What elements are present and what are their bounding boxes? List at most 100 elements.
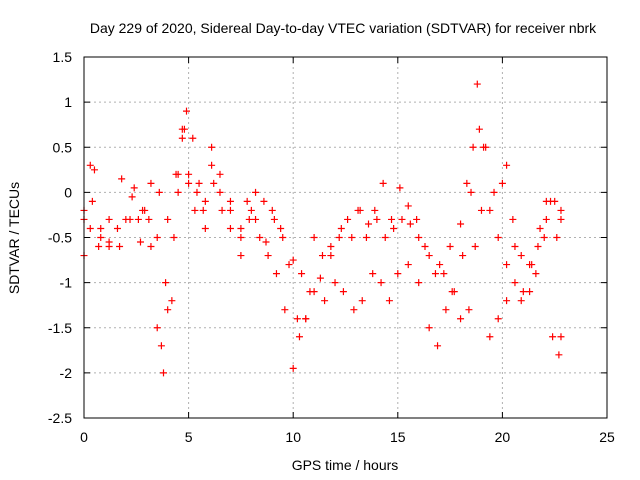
data-point-track-b-32: [350, 306, 358, 314]
data-point-track-b-17: [216, 170, 224, 178]
data-point-track-c-21: [252, 215, 260, 223]
data-point-track-a-29: [281, 306, 289, 314]
data-point-track-c-23: [270, 215, 278, 223]
x-axis-label: GPS time / hours: [292, 457, 399, 473]
data-point-track-a-17: [183, 107, 191, 115]
data-point-track-b-35: [377, 279, 385, 287]
data-point-track-b-6: [136, 238, 144, 246]
data-point-track-a-5: [116, 243, 124, 251]
data-point-track-a-19: [195, 179, 203, 187]
chart-title: Day 229 of 2020, Sidereal Day-to-day VTE…: [90, 20, 597, 36]
data-point-track-c-47: [477, 206, 485, 214]
data-point-track-c-28: [316, 274, 324, 282]
data-point-track-a-20: [201, 197, 209, 205]
data-point-track-c-42: [440, 270, 448, 278]
x-tick-label: 25: [599, 429, 615, 445]
data-point-track-a-48: [446, 243, 454, 251]
data-point-track-c-44: [457, 315, 465, 323]
data-point-track-c-17: [216, 188, 224, 196]
data-point-track-b-41: [434, 342, 442, 350]
axis-ticks: 0 5 10 15 20 25 -2.5 -2 -1.5 -1 -0.5 0 0.5 1 1.5: [48, 49, 615, 445]
data-point-track-a-28: [272, 270, 280, 278]
x-tick-label: 0: [80, 429, 88, 445]
data-point-track-a-41: [381, 234, 389, 241]
data-point-track-a-54: [486, 206, 494, 214]
data-point-track-c-35: [379, 179, 387, 187]
data-point-track-b-55: [542, 215, 550, 223]
data-point-track-a-44: [406, 220, 414, 228]
data-point-track-a-58: [519, 288, 527, 296]
y-tick-label: -0.5: [48, 230, 72, 246]
data-point-track-b-53: [526, 288, 534, 296]
x-tick-label: 15: [390, 429, 406, 445]
data-point-track-c-9: [155, 188, 163, 196]
data-point-track-c-48: [486, 333, 494, 341]
y-tick-label: 1: [64, 94, 72, 110]
data-point-track-b-9: [162, 279, 170, 287]
data-point-track-c-51: [511, 243, 519, 251]
data-point-track-a-36: [337, 224, 345, 232]
data-point-track-b-19: [237, 252, 245, 260]
data-point-track-c-37: [396, 184, 404, 192]
data-point-track-c-25: [289, 256, 297, 264]
data-point-track-b-45: [467, 188, 475, 196]
data-point-track-a-25: [247, 206, 255, 214]
data-point-track-c-12: [178, 134, 186, 142]
data-point-track-b-25: [285, 261, 293, 269]
data-point-track-a-47: [436, 261, 444, 269]
data-point-track-b-29: [321, 297, 329, 305]
data-point-track-c-54: [532, 270, 540, 278]
data-point-track-a-12: [159, 369, 167, 377]
data-point-track-c-40: [421, 243, 429, 251]
x-tick-label: 20: [495, 429, 511, 445]
x-tick-label: 10: [285, 429, 301, 445]
data-point-track-b-49: [498, 179, 506, 187]
data-point-track-c-27: [306, 288, 314, 296]
data-point-track-c-53: [526, 261, 534, 269]
data-point-track-a-40: [373, 215, 381, 223]
data-point-track-c-43: [448, 288, 456, 296]
data-point-track-a-3: [97, 234, 105, 241]
data-point-track-c-30: [335, 234, 343, 241]
data-point-track-b-48: [490, 188, 498, 196]
data-point-track-b-57: [557, 206, 565, 214]
data-point-track-b-31: [339, 288, 347, 296]
data-point-track-c-5: [122, 215, 130, 223]
data-point-track-a-37: [348, 234, 356, 241]
data-point-track-b-40: [425, 324, 433, 332]
data-point-track-a-35: [327, 243, 335, 251]
data-point-track-b-54: [534, 243, 542, 251]
data-point-track-c-58: [557, 215, 565, 223]
data-point-track-a-9: [147, 243, 155, 251]
data-point-track-a-13: [164, 306, 172, 314]
x-tick-label: 5: [185, 429, 193, 445]
data-point-track-b-2: [95, 243, 103, 251]
data-point-track-a-10: [153, 324, 161, 332]
data-point-track-a-52: [475, 125, 483, 133]
data-point-track-a-42: [390, 224, 398, 232]
data-point-track-a-31: [295, 333, 303, 341]
data-point-track-b-14: [193, 188, 201, 196]
data-point-track-b-23: [268, 206, 276, 214]
data-point-track-b-30: [331, 279, 339, 287]
data-point-track-a-27: [264, 252, 272, 260]
data-point-track-a-7: [134, 215, 142, 223]
data-point-track-c-52: [517, 297, 525, 305]
data-point-track-b-46: [473, 80, 481, 88]
data-point-track-a-30: [289, 364, 297, 372]
data-point-track-c-57: [553, 234, 561, 241]
data-point-track-c-7: [139, 206, 147, 214]
data-point-track-a-21: [210, 179, 218, 187]
data-point-track-b-51: [509, 215, 517, 223]
data-point-track-c-56: [547, 197, 555, 205]
data-point-track-a-26: [256, 234, 264, 241]
data-point-track-b-27: [302, 315, 310, 323]
data-point-track-c-10: [164, 215, 172, 223]
data-point-track-b-24: [277, 224, 285, 232]
y-tick-label: 0: [64, 184, 72, 200]
y-axis-label: SDTVAR / TECUs: [6, 182, 22, 294]
data-point-track-c-11: [172, 170, 180, 178]
data-point-track-b-47: [482, 143, 490, 151]
